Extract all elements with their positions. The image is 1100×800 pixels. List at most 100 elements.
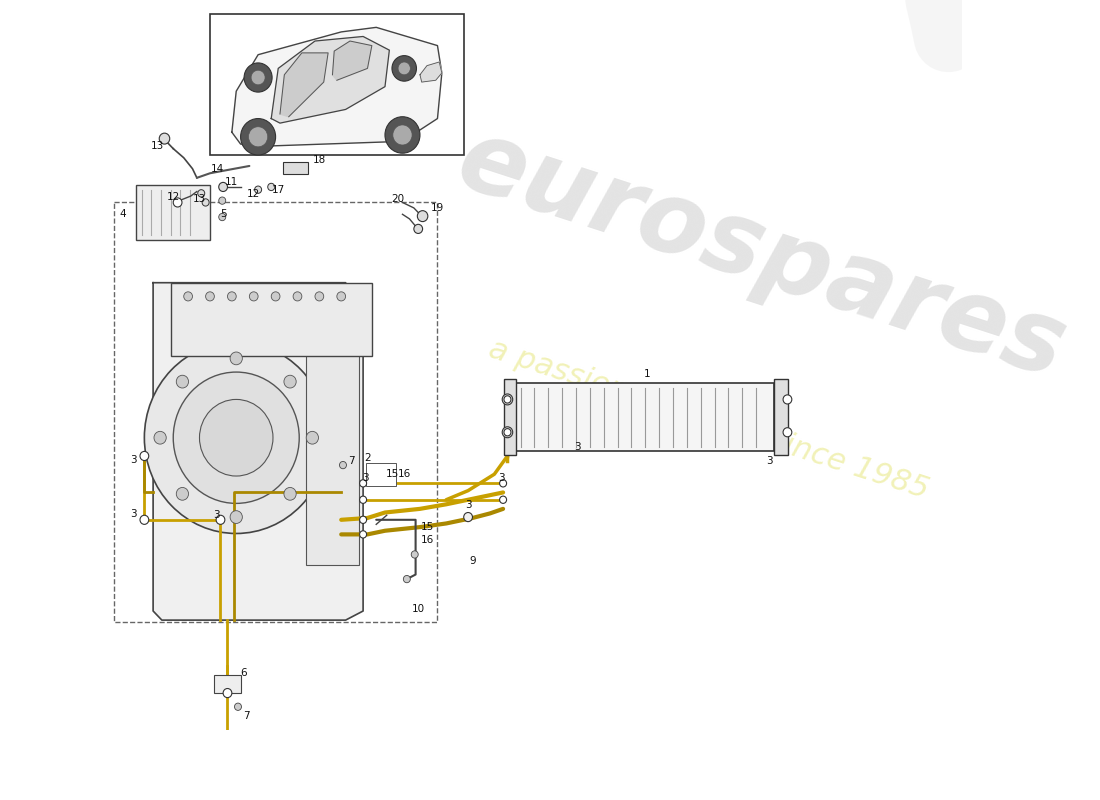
Circle shape xyxy=(251,70,265,85)
Circle shape xyxy=(140,515,148,524)
Text: 3: 3 xyxy=(130,510,136,519)
Text: 3: 3 xyxy=(767,455,773,466)
Circle shape xyxy=(267,183,275,190)
Text: 13: 13 xyxy=(151,141,164,151)
Text: 9: 9 xyxy=(470,556,476,566)
Circle shape xyxy=(503,426,513,438)
Bar xyxy=(113,202,438,622)
Circle shape xyxy=(154,431,166,444)
Text: 3: 3 xyxy=(130,454,136,465)
Circle shape xyxy=(254,186,262,194)
Polygon shape xyxy=(153,282,363,620)
Text: 3: 3 xyxy=(362,473,369,483)
Text: 16: 16 xyxy=(397,470,410,479)
Text: 12: 12 xyxy=(248,190,261,199)
Circle shape xyxy=(223,689,232,698)
Text: 5: 5 xyxy=(221,210,228,219)
Text: 15: 15 xyxy=(385,470,398,479)
Circle shape xyxy=(176,375,188,388)
Text: 3: 3 xyxy=(212,510,219,520)
Bar xyxy=(774,379,789,455)
Circle shape xyxy=(184,292,192,301)
Circle shape xyxy=(272,292,280,301)
Circle shape xyxy=(315,292,323,301)
Text: 20: 20 xyxy=(392,194,405,204)
Circle shape xyxy=(219,182,228,191)
Circle shape xyxy=(244,63,272,92)
Circle shape xyxy=(160,133,169,144)
Text: 17: 17 xyxy=(272,185,285,194)
Circle shape xyxy=(250,292,258,301)
Bar xyxy=(365,463,396,486)
Polygon shape xyxy=(332,41,372,80)
Text: 4: 4 xyxy=(119,210,125,219)
Text: a passion for parts since 1985: a passion for parts since 1985 xyxy=(485,334,933,505)
Circle shape xyxy=(392,56,417,81)
Circle shape xyxy=(504,396,512,403)
Circle shape xyxy=(223,734,232,743)
Bar xyxy=(516,383,774,451)
Circle shape xyxy=(306,431,319,444)
Circle shape xyxy=(293,292,301,301)
Text: 13: 13 xyxy=(192,194,206,204)
Circle shape xyxy=(340,462,346,469)
Circle shape xyxy=(144,342,328,534)
Text: 18: 18 xyxy=(312,154,326,165)
Text: 11: 11 xyxy=(226,178,239,187)
Bar xyxy=(504,379,516,455)
Circle shape xyxy=(173,198,182,207)
Bar xyxy=(214,675,241,693)
Circle shape xyxy=(337,292,345,301)
Polygon shape xyxy=(420,62,442,82)
Circle shape xyxy=(202,199,209,206)
Text: 7: 7 xyxy=(243,711,250,721)
Circle shape xyxy=(414,224,422,234)
Bar xyxy=(306,338,359,566)
Circle shape xyxy=(140,451,148,461)
Text: 2: 2 xyxy=(364,453,371,462)
Polygon shape xyxy=(272,37,389,123)
Circle shape xyxy=(464,513,473,522)
Text: 1: 1 xyxy=(645,369,651,379)
Circle shape xyxy=(234,703,242,710)
Polygon shape xyxy=(232,27,442,146)
Circle shape xyxy=(284,487,296,500)
Bar xyxy=(170,282,372,356)
Circle shape xyxy=(219,197,225,204)
Polygon shape xyxy=(280,53,328,117)
Circle shape xyxy=(176,487,188,500)
Circle shape xyxy=(228,292,236,301)
Bar xyxy=(284,162,308,174)
Text: 19: 19 xyxy=(431,203,444,213)
Text: 10: 10 xyxy=(411,604,425,614)
Text: 3: 3 xyxy=(465,500,472,510)
Circle shape xyxy=(206,292,214,301)
Circle shape xyxy=(230,352,242,365)
Circle shape xyxy=(249,126,267,147)
Text: 15: 15 xyxy=(420,522,433,532)
Circle shape xyxy=(503,394,513,405)
Bar xyxy=(135,185,210,240)
Text: eurospares: eurospares xyxy=(446,111,1077,399)
Circle shape xyxy=(504,429,512,436)
Bar xyxy=(210,14,464,155)
Circle shape xyxy=(417,210,428,222)
Circle shape xyxy=(499,480,507,487)
Text: 3: 3 xyxy=(574,442,581,452)
Circle shape xyxy=(385,117,420,154)
Circle shape xyxy=(219,214,225,221)
Circle shape xyxy=(230,510,242,523)
Circle shape xyxy=(404,575,410,582)
Circle shape xyxy=(360,480,366,487)
Circle shape xyxy=(411,551,418,558)
Text: 16: 16 xyxy=(420,535,433,545)
Circle shape xyxy=(393,125,412,145)
Circle shape xyxy=(783,395,792,404)
Circle shape xyxy=(284,375,296,388)
Circle shape xyxy=(499,496,507,503)
Circle shape xyxy=(360,496,366,503)
Circle shape xyxy=(360,516,366,523)
Text: 7: 7 xyxy=(349,455,355,466)
Circle shape xyxy=(360,530,366,538)
Text: 6: 6 xyxy=(240,668,246,678)
